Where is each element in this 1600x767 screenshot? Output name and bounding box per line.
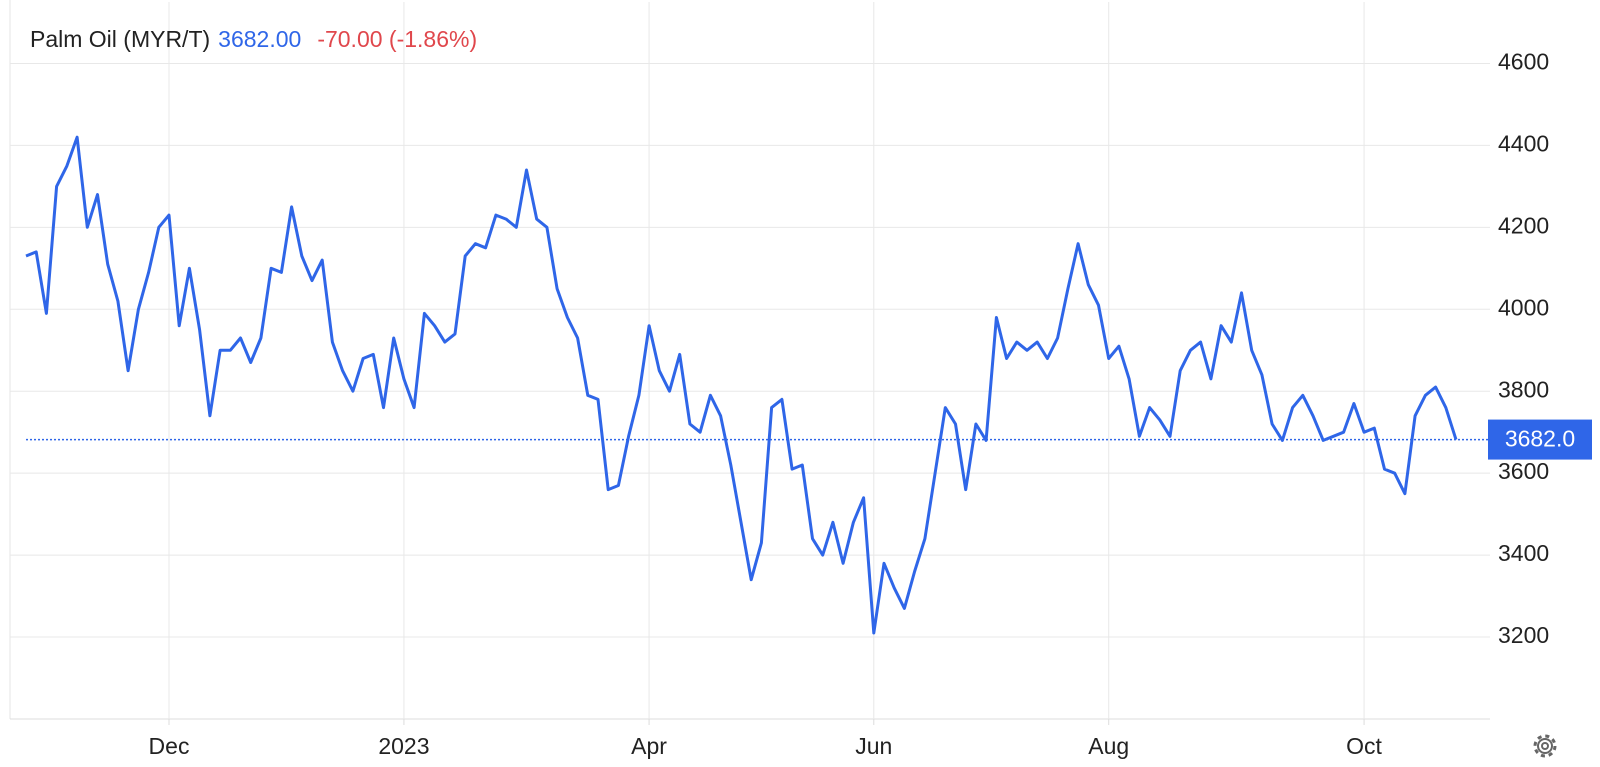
x-tick-label: 2023 xyxy=(378,733,429,759)
y-tick-label: 4000 xyxy=(1498,294,1549,320)
y-tick-label: 4400 xyxy=(1498,130,1549,156)
y-tick-label: 3200 xyxy=(1498,622,1549,648)
title: Palm Oil (MYR/T) xyxy=(30,26,210,52)
x-tick-label: Apr xyxy=(631,733,667,759)
x-tick-label: Dec xyxy=(149,733,190,759)
y-tick-label: 3800 xyxy=(1498,376,1549,402)
chart-header: Palm Oil (MYR/T) 3682.00 -70.00 (-1.86%) xyxy=(30,26,477,52)
price: 3682.00 xyxy=(218,26,301,52)
y-tick-label: 4600 xyxy=(1498,49,1549,75)
last-value-box xyxy=(1488,419,1592,460)
x-tick-label: Aug xyxy=(1088,733,1129,759)
settings-icon[interactable] xyxy=(1533,734,1557,758)
x-tick-label: Jun xyxy=(855,733,892,759)
change: -70.00 (-1.86%) xyxy=(317,26,477,52)
y-tick-label: 3400 xyxy=(1498,540,1549,566)
last-value-label: 3682.0 xyxy=(1505,426,1575,452)
price-line xyxy=(25,135,1458,635)
x-tick-label: Oct xyxy=(1346,733,1382,759)
grid xyxy=(10,2,1490,719)
y-tick-label: 3600 xyxy=(1498,458,1549,484)
y-tick-label: 4200 xyxy=(1498,212,1549,238)
